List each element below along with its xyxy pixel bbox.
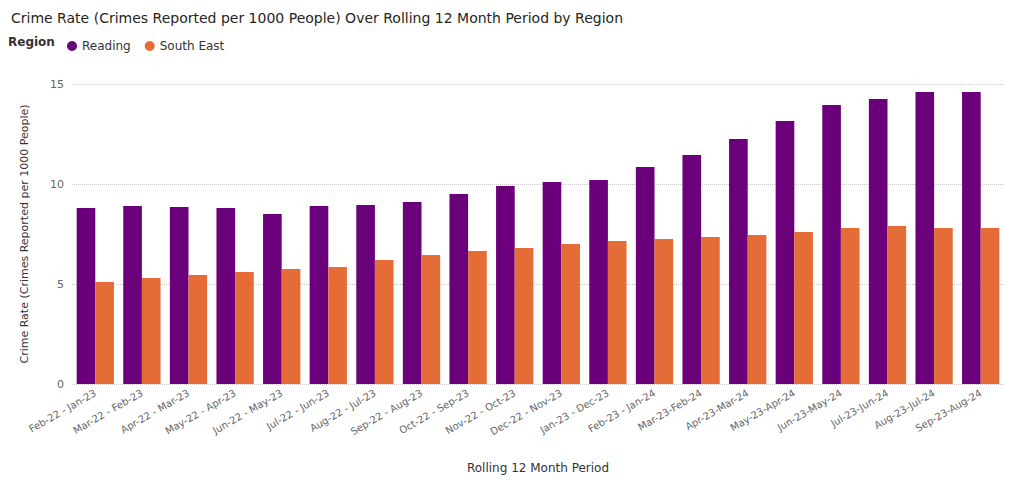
svg-text:Sep-23-Aug-24: Sep-23-Aug-24	[914, 387, 984, 434]
svg-text:Feb-22 - Jan-23: Feb-22 - Jan-23	[27, 387, 99, 435]
svg-text:Jun-23-May-24: Jun-23-May-24	[775, 387, 844, 433]
svg-text:Jul-22 - Jun-23: Jul-22 - Jun-23	[264, 387, 332, 432]
svg-text:Reading: Reading	[82, 39, 131, 53]
svg-text:Aug-22 - Jul-23: Aug-22 - Jul-23	[308, 387, 378, 434]
svg-text:May-23-Apr-24: May-23-Apr-24	[728, 387, 798, 434]
svg-text:Oct-22 - Sep-23: Oct-22 - Sep-23	[397, 387, 471, 437]
svg-text:Rolling 12 Month Period: Rolling 12 Month Period	[467, 461, 609, 475]
svg-text:Mar-22 - Feb-23: Mar-22 - Feb-23	[71, 387, 145, 436]
svg-text:Jun-22 - May-23: Jun-22 - May-23	[210, 387, 285, 437]
svg-text:Aug-23-Jul-24: Aug-23-Jul-24	[872, 387, 937, 431]
svg-text:10: 10	[50, 178, 64, 191]
svg-text:Dec-22 - Nov-23: Dec-22 - Nov-23	[488, 387, 565, 438]
svg-text:Mar-23-Feb-24: Mar-23-Feb-24	[635, 387, 704, 433]
svg-text:Jul-23-Jun-24: Jul-23-Jun-24	[829, 387, 891, 429]
svg-text:Apr-23-Mar-24: Apr-23-Mar-24	[683, 387, 751, 433]
svg-text:Feb-23 - Jan-24: Feb-23 - Jan-24	[586, 387, 658, 435]
svg-text:Crime Rate (Crimes Reported pe: Crime Rate (Crimes Reported per 1000 Peo…	[11, 10, 623, 26]
svg-text:May-22 - Apr-23: May-22 - Apr-23	[163, 387, 238, 437]
svg-text:0: 0	[57, 378, 64, 391]
svg-text:Crime Rate (Crimes Reported pe: Crime Rate (Crimes Reported per 1000 Peo…	[18, 104, 31, 363]
svg-text:South East: South East	[160, 39, 225, 53]
svg-text:Jan-23 - Dec-23: Jan-23 - Dec-23	[538, 387, 611, 436]
svg-text:15: 15	[50, 78, 64, 91]
svg-text:5: 5	[57, 278, 64, 291]
svg-text:Apr-22 - Mar-23: Apr-22 - Mar-23	[118, 387, 192, 436]
svg-text:Region: Region	[8, 35, 55, 49]
svg-text:Nov-22 - Oct-23: Nov-22 - Oct-23	[443, 387, 518, 437]
svg-text:Sep-22 - Aug-23: Sep-22 - Aug-23	[348, 387, 425, 438]
